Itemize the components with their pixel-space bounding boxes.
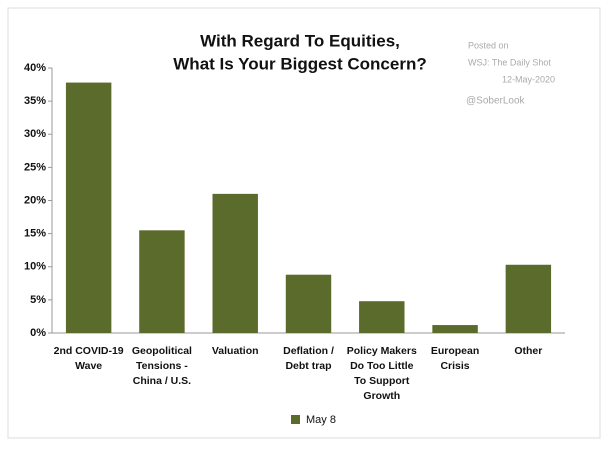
chart-title: With Regard To Equities, <box>200 31 400 50</box>
x-tick-label: Other <box>514 345 542 357</box>
y-tick-label: 20% <box>24 194 46 206</box>
x-tick-label: Tensions - <box>136 360 188 372</box>
x-tick-label: Valuation <box>212 345 259 357</box>
legend-label: May 8 <box>306 414 336 426</box>
x-tick-label: Crisis <box>440 360 469 372</box>
bar <box>505 264 552 333</box>
y-tick-label: 15% <box>24 228 46 240</box>
x-tick-label: Debt trap <box>285 360 331 372</box>
annotation: WSJ: The Daily Shot <box>468 57 551 67</box>
bar <box>432 325 478 333</box>
y-tick-label: 35% <box>24 95 46 107</box>
y-tick-label: 40% <box>24 62 46 74</box>
x-tick-label: Policy Makers <box>347 345 417 357</box>
x-tick-label: Growth <box>363 390 400 402</box>
x-tick-label: To Support <box>354 375 410 387</box>
y-tick-label: 25% <box>24 161 46 173</box>
bar <box>212 193 258 333</box>
chart-title: What Is Your Biggest Concern? <box>173 54 426 73</box>
y-tick-label: 10% <box>24 261 46 273</box>
y-tick-label: 5% <box>30 294 46 306</box>
bar <box>65 82 112 333</box>
y-tick-label: 30% <box>24 128 46 140</box>
x-tick-label: European <box>431 345 479 357</box>
x-tick-label: Do Too Little <box>350 360 414 372</box>
x-tick-label: Geopolitical <box>132 345 192 357</box>
legend-swatch <box>291 415 300 424</box>
y-tick-label: 0% <box>30 327 46 339</box>
x-tick-label: Deflation / <box>283 345 334 357</box>
x-tick-label: 2nd COVID-19 <box>54 345 124 357</box>
annotation: @SoberLook <box>466 96 526 107</box>
x-tick-label: Wave <box>75 360 102 372</box>
annotation: 12-May-2020 <box>502 74 555 84</box>
x-tick-label: China / U.S. <box>133 375 191 387</box>
bar <box>139 230 185 333</box>
bar <box>285 274 332 333</box>
bar <box>359 301 405 333</box>
annotation: Posted on <box>468 40 509 50</box>
